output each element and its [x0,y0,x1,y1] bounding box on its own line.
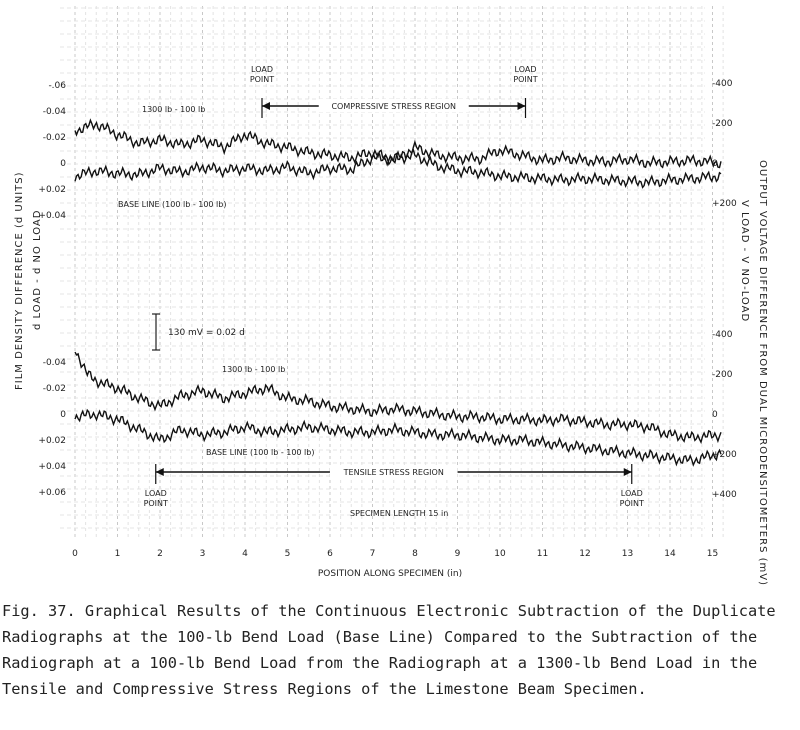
left-tick-label: -0.02 [43,133,66,143]
left-tick-label: +0.04 [38,211,66,221]
left-tick-label: -.06 [48,81,66,91]
load-point-label: POINT [144,499,168,508]
x-tick-label: 1 [115,549,121,559]
compressive-series-1300lb [74,118,722,169]
specimen-length-label: SPECIMEN LENGTH 15 in [350,509,448,518]
series-label: 1300 lb - 100 lb [222,365,285,374]
x-tick-label: 7 [370,549,376,559]
scale-bar-label: 130 mV = 0.02 d [168,328,245,338]
right-tick-label: +200 [712,199,737,209]
x-tick-label: 10 [494,549,506,559]
x-tick-label: 4 [242,549,248,559]
x-tick-label: 14 [664,549,676,559]
right-tick-label: -400 [712,330,733,340]
right-tick-label: 0 [712,410,718,420]
region-arrowhead [623,468,632,476]
grid [60,6,724,540]
series-lines [74,118,722,467]
x-tick-label: 5 [285,549,291,559]
right-axis-title: OUTPUT VOLTAGE DIFFERENCE FROM DUAL MICR… [757,160,768,586]
region-label: COMPRESSIVE STRESS REGION [331,102,456,111]
left-tick-label: -0.02 [43,384,66,394]
right-tick-label: -200 [712,370,733,380]
left-tick-label: -0.04 [43,358,67,368]
x-tick-label: 3 [200,549,206,559]
tensile-series-baseline [74,408,722,467]
x-tick-label: 13 [622,549,633,559]
right-axis-subtitle: V LOAD - V NO-LOAD [739,200,750,322]
load-point-label: POINT [513,75,537,84]
right-tick-label: 0 [712,159,718,169]
right-tick-label: -200 [712,119,733,129]
left-tick-label: +0.02 [38,436,66,446]
series-label: BASE LINE (100 lb - 100 lb) [118,200,226,209]
series-label: 1300 lb - 100 lb [142,105,205,114]
load-point-label: LOAD [621,489,643,498]
region-arrowhead [262,102,270,110]
left-tick-label: -0.04 [43,107,67,117]
tensile-series-1300lb [74,351,722,445]
left-axis-title: FILM DENSITY DIFFERENCE (d UNITS) [14,171,25,390]
x-tick-label: 6 [327,549,333,559]
region-arrowhead [517,102,526,110]
right-tick-label: +400 [712,490,737,500]
load-point-label: POINT [620,499,644,508]
series-label: BASE LINE (100 lb - 100 lb) [206,448,314,457]
compressive-series-baseline [74,148,722,189]
left-tick-label: +0.06 [38,488,66,498]
load-point-label: LOAD [515,65,537,74]
x-tick-label: 12 [579,549,590,559]
tick-labels: 0 1 2 3 4 5 6 7 8 9 10 11 12 13 14 15-.06-0.04-0.020+0.… [38,79,737,559]
x-tick-label: 11 [537,549,548,559]
chart: 1300 lb - 100 lb BASE LINE (100 lb - 100 … [14,6,768,586]
load-point-label: LOAD [251,65,273,74]
region-label-bg [318,99,469,112]
left-tick-label: 0 [60,410,66,420]
region-label-bg [329,465,458,478]
left-tick-label: 0 [60,159,66,169]
region-label: TENSILE STRESS REGION [343,468,444,477]
left-tick-label: +0.04 [38,462,66,472]
right-tick-label: +200 [712,450,737,460]
left-axis-subtitle: d LOAD - d NO LOAD [32,210,43,330]
x-tick-label: 0 [72,549,78,559]
left-tick-label: +0.02 [38,185,66,195]
x-tick-label: 2 [157,549,163,559]
scale-bar: 130 mV = 0.02 d [152,313,245,351]
x-tick-label: 9 [455,549,461,559]
region-arrowhead [155,468,164,476]
figure-caption: Fig. 37. Graphical Results of the Contin… [2,602,776,698]
x-tick-label: 15 [707,549,718,559]
annotations: 1300 lb - 100 lb BASE LINE (100 lb - 100 … [118,65,644,508]
load-point-label: LOAD [145,489,167,498]
x-tick-label: 8 [412,549,418,559]
x-axis-title: POSITION ALONG SPECIMEN (in) [318,569,462,579]
load-point-label: POINT [250,75,274,84]
right-tick-label: -400 [712,79,733,89]
